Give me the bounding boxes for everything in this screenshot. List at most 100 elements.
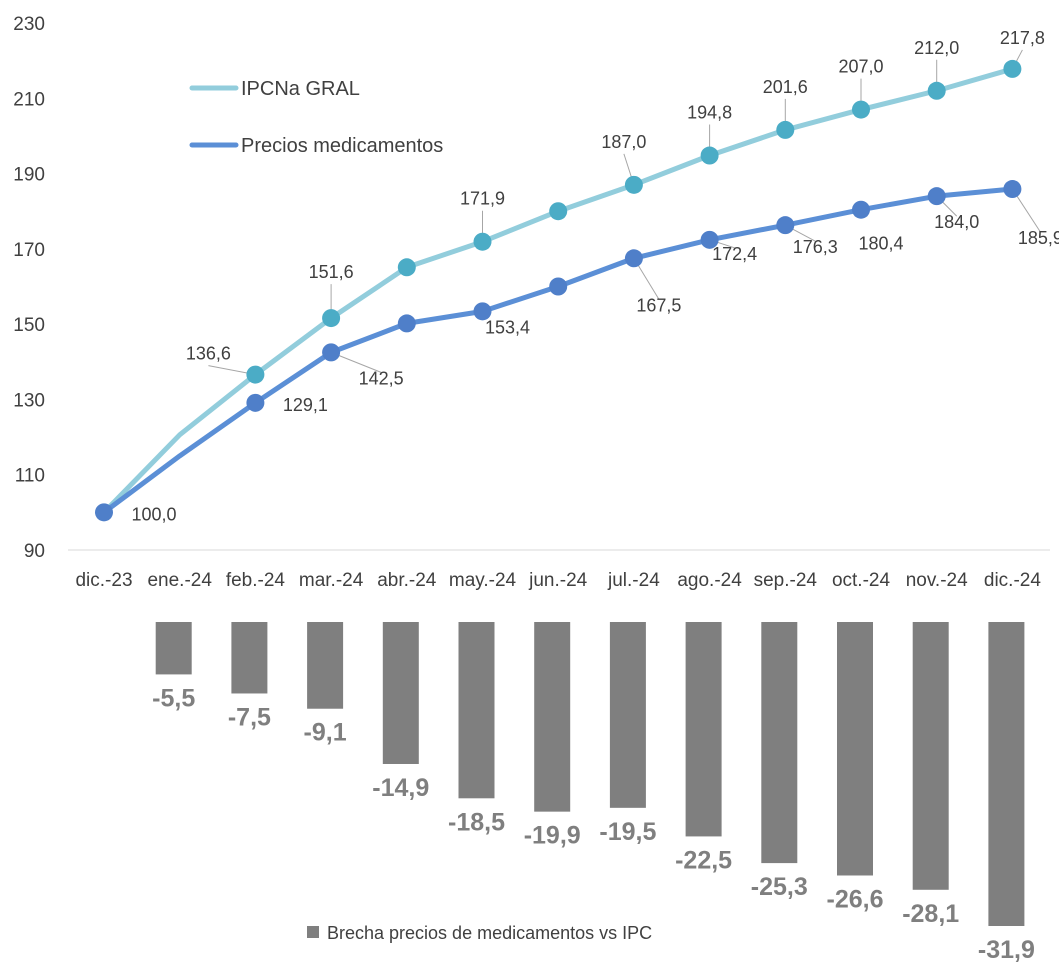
- data-label: 185,9: [1018, 228, 1059, 248]
- data-label: 176,3: [793, 237, 838, 257]
- bar: [761, 622, 798, 864]
- bar-labels: -5,5 -7,5 -9,1 -14,9 -18,5 -19,9 -19,5 -22,5 -25…: [152, 684, 1035, 964]
- series-point: [624, 249, 643, 268]
- bar-label: -19,9: [524, 822, 581, 850]
- bar: [912, 622, 949, 890]
- data-label: 207,0: [838, 57, 883, 77]
- legend-label: IPCNa GRAL: [241, 78, 360, 100]
- line-chart: 90 110 130 150 170 190 210 230 dic.-23 ene.-24 fe…: [13, 14, 1059, 591]
- series-point: [549, 202, 568, 221]
- bar: [609, 622, 646, 808]
- data-label: 136,6: [186, 344, 231, 364]
- bar: [382, 622, 419, 764]
- bar: [534, 622, 571, 812]
- bar-label: -18,5: [448, 808, 505, 836]
- bar-legend-label: Brecha precios de medicamentos vs IPC: [327, 923, 652, 943]
- y-tick-label: 170: [13, 240, 45, 261]
- series-point: [700, 146, 719, 165]
- x-tick-label: sep.-24: [754, 570, 818, 591]
- series-point: [397, 258, 416, 277]
- data-label: 187,0: [601, 132, 646, 152]
- bar-legend-swatch: [307, 926, 319, 938]
- data-label: 184,0: [934, 212, 979, 232]
- y-tick-label: 150: [13, 315, 45, 336]
- series-point: [322, 309, 341, 328]
- x-axis: dic.-23 ene.-24 feb.-24 mar.-24 abr.-24 may.-…: [75, 570, 1041, 591]
- bar: [988, 622, 1025, 926]
- data-label: 217,8: [1000, 28, 1045, 48]
- data-label: 172,4: [712, 244, 757, 264]
- series-point: [852, 100, 870, 119]
- bar-label: -19,5: [599, 818, 656, 846]
- bars: [155, 622, 1025, 926]
- data-label: 167,5: [636, 295, 681, 315]
- bar: [231, 622, 268, 694]
- bar-label: -7,5: [228, 703, 271, 731]
- series-point: [1003, 59, 1022, 78]
- y-tick-label: 210: [13, 89, 45, 110]
- x-tick-label: nov.-24: [906, 570, 968, 591]
- bar: [155, 622, 192, 675]
- y-axis: 90 110 130 150 170 190 210 230: [13, 14, 45, 562]
- series-point: [549, 277, 568, 296]
- series-point: [246, 393, 265, 412]
- x-tick-label: feb.-24: [226, 570, 286, 591]
- legend-label: Precios medicamentos: [241, 135, 443, 157]
- line-legend: IPCNa GRAL Precios medicamentos: [189, 78, 443, 157]
- x-tick-label: jul.-24: [607, 570, 660, 591]
- series-point: [473, 302, 492, 321]
- series-point: [776, 120, 795, 139]
- series-point: [624, 175, 643, 194]
- data-label: 100,0: [131, 504, 176, 524]
- bar-label: -5,5: [152, 684, 195, 712]
- data-label: 151,6: [309, 262, 354, 282]
- series-point: [246, 365, 265, 384]
- series-point: [927, 81, 946, 100]
- bar-legend: Brecha precios de medicamentos vs IPC: [307, 923, 652, 943]
- data-label: 180,4: [858, 234, 903, 254]
- data-label: 142,5: [359, 368, 404, 388]
- bar-label: -14,9: [372, 774, 429, 802]
- x-tick-label: mar.-24: [299, 570, 364, 591]
- series-labels: 136,6 151,6 171,9 187,0 194,8 201,6 207,0 212,0…: [131, 28, 1059, 524]
- bar-chart: -5,5 -7,5 -9,1 -14,9 -18,5 -19,9 -19,5 -22,5 -25…: [152, 622, 1035, 964]
- series-point: [776, 216, 795, 235]
- data-label: 194,8: [687, 103, 732, 123]
- bar: [458, 622, 495, 799]
- bar-label: -31,9: [978, 936, 1035, 964]
- data-label: 129,1: [283, 395, 328, 415]
- series-point: [852, 200, 870, 219]
- series-point: [322, 343, 341, 362]
- y-tick-label: 90: [24, 541, 45, 562]
- series-point: [473, 232, 492, 251]
- x-tick-label: dic.-24: [984, 570, 1041, 591]
- y-tick-label: 110: [15, 466, 45, 487]
- y-tick-label: 190: [13, 165, 45, 186]
- bar-label: -9,1: [304, 719, 347, 747]
- data-label: 212,0: [914, 38, 959, 58]
- series-markers: [95, 59, 1022, 522]
- bar-label: -28,1: [902, 900, 959, 928]
- series-point: [1003, 180, 1022, 199]
- x-tick-label: ago.-24: [677, 570, 742, 591]
- data-label: 201,6: [763, 77, 808, 97]
- bar-label: -22,5: [675, 846, 732, 874]
- series-point: [700, 230, 719, 249]
- x-tick-label: abr.-24: [377, 570, 437, 591]
- x-tick-label: ene.-24: [147, 570, 212, 591]
- bar-label: -26,6: [827, 885, 884, 913]
- x-tick-label: may.-24: [449, 570, 517, 591]
- data-label: 153,4: [485, 317, 530, 337]
- y-tick-label: 130: [13, 390, 45, 411]
- series-point: [397, 314, 416, 333]
- bar: [307, 622, 344, 709]
- y-tick-label: 230: [13, 14, 45, 35]
- series-point: [95, 503, 113, 522]
- x-tick-label: jun.-24: [528, 570, 588, 591]
- bar: [837, 622, 873, 876]
- data-label: 171,9: [460, 189, 505, 209]
- bar: [685, 622, 722, 837]
- x-tick-label: oct.-24: [832, 570, 891, 591]
- series-point: [927, 187, 946, 206]
